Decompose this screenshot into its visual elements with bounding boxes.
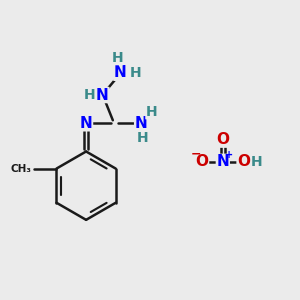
Text: H: H: [137, 130, 148, 145]
Text: N: N: [80, 116, 92, 131]
Text: O: O: [196, 154, 208, 169]
Text: H: H: [83, 88, 95, 102]
Text: N: N: [96, 88, 109, 103]
Text: N: N: [216, 154, 229, 169]
Text: N: N: [135, 116, 148, 131]
Text: H: H: [129, 66, 141, 80]
Text: O: O: [216, 132, 229, 147]
Text: H: H: [112, 51, 123, 65]
Text: +: +: [225, 150, 233, 160]
Text: H: H: [251, 155, 263, 169]
Text: CH₃: CH₃: [11, 164, 32, 174]
Text: N: N: [114, 65, 127, 80]
Text: H: H: [146, 105, 157, 119]
Text: −: −: [190, 148, 201, 161]
Text: O: O: [237, 154, 250, 169]
